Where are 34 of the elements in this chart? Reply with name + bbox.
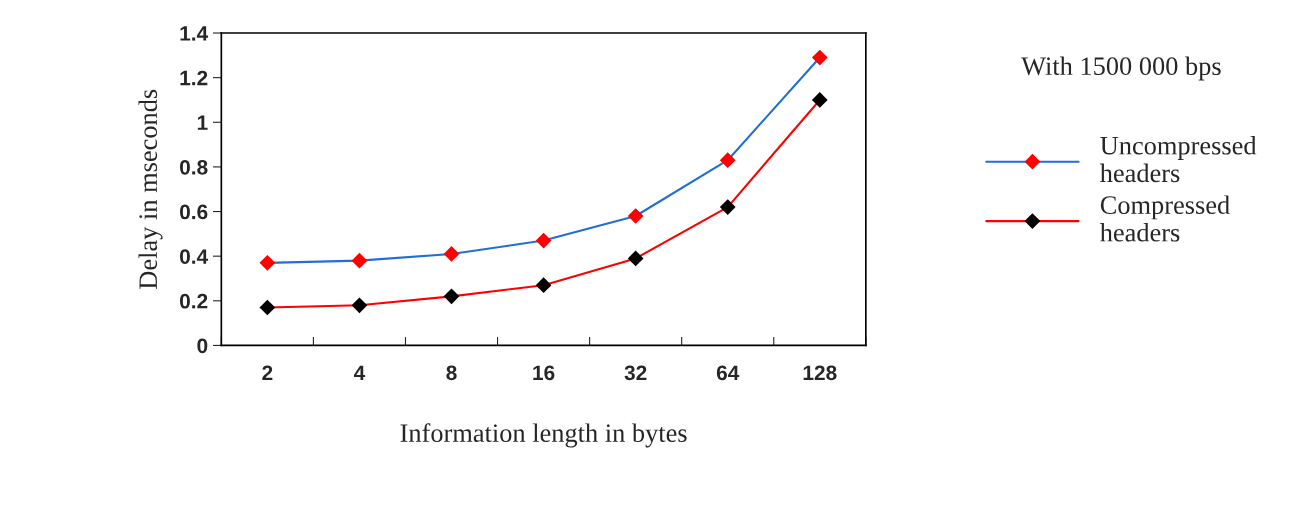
- y-tick-label: 1: [197, 115, 208, 130]
- x-tick-label: 32: [624, 365, 647, 381]
- legend-label: Uncompressed headers: [1099, 136, 1257, 183]
- point: [443, 246, 460, 262]
- point: [535, 277, 552, 294]
- y-tick-label: 1.2: [180, 70, 208, 86]
- x-tick-label: 8: [446, 365, 457, 381]
- point: [259, 299, 276, 316]
- point: [627, 208, 644, 224]
- legend-title: With 1500 000 bps: [1021, 56, 1221, 81]
- y-tick-label: 0: [197, 338, 208, 354]
- x-tick-label: 16: [533, 365, 555, 381]
- x-tick-label: 2: [262, 365, 273, 380]
- point: [811, 49, 828, 66]
- point: [259, 255, 276, 271]
- point: [627, 250, 644, 267]
- y-tick-label: 0.2: [180, 293, 208, 309]
- x-tick-label: 128: [803, 365, 837, 381]
- point: [535, 232, 552, 249]
- point: [719, 152, 736, 169]
- x-tick-label: 64: [716, 365, 740, 381]
- point: [351, 297, 368, 314]
- y-tick-label: 0.4: [180, 249, 209, 264]
- y-tick-label: 1.4: [180, 26, 209, 41]
- point: [719, 199, 736, 215]
- point: [811, 92, 828, 108]
- point: [351, 252, 368, 269]
- y-axis-title: Delay in mseconds: [138, 89, 163, 289]
- x-axis-title: Information length in bytes: [400, 423, 687, 448]
- legend-label: Compressed headers: [1099, 195, 1230, 242]
- point: [443, 288, 460, 305]
- y-tick-label: 0.8: [180, 159, 208, 175]
- y-tick-label: 0.6: [180, 204, 208, 220]
- x-tick-label: 4: [353, 365, 366, 380]
